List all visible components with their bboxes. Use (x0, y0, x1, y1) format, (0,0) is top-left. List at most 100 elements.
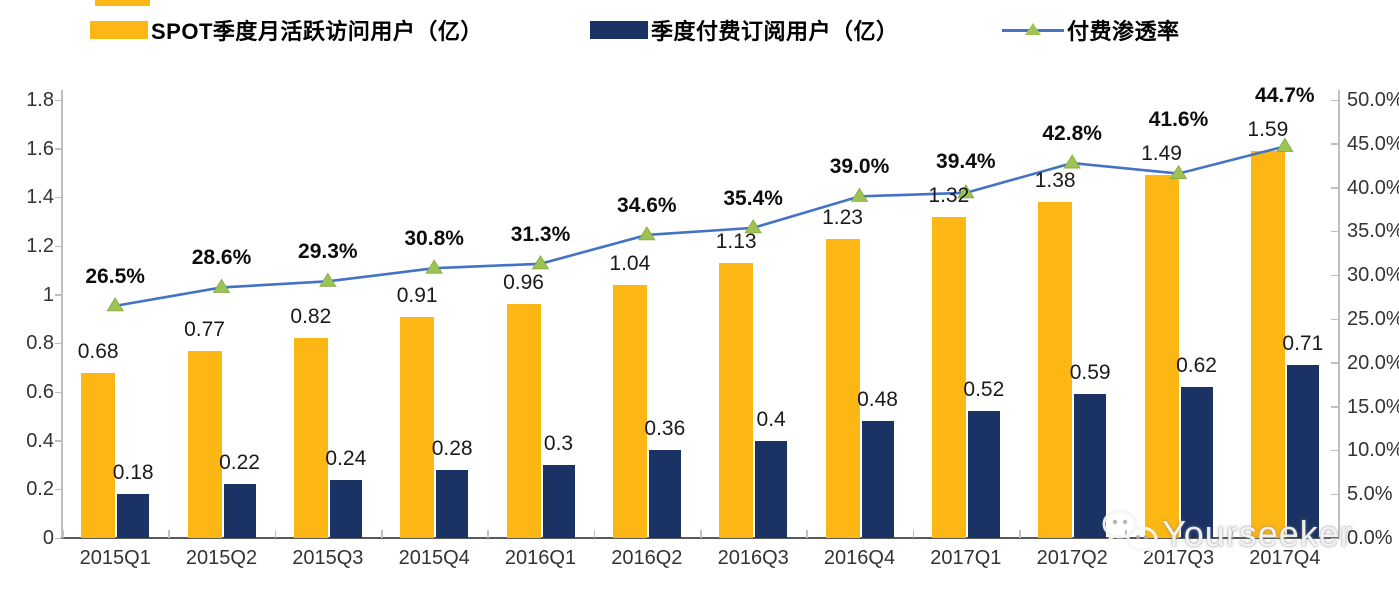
bar-value-label: 0.59 (1069, 361, 1111, 385)
y-axis-right-tick (1331, 449, 1338, 452)
y-tick-label-right: 25.0% (1347, 308, 1399, 330)
line-marker (1063, 154, 1081, 169)
y-axis-right-tick (1331, 406, 1338, 408)
bar-mau (506, 304, 541, 538)
x-axis-tick (1338, 530, 1340, 538)
bar-value-label: 0.22 (219, 451, 260, 475)
x-axis-tick (1019, 530, 1021, 538)
bar-value-label: 0.96 (503, 271, 544, 295)
x-tick-label: 2015Q2 (185, 547, 258, 569)
bar-subs (329, 479, 362, 538)
bar-value-label: 1.04 (609, 251, 651, 275)
y-tick-label-right: 20.0% (1347, 351, 1399, 374)
pct-label: 31.3% (510, 222, 571, 246)
y-axis-right-tick (1331, 537, 1338, 539)
x-axis-tick (168, 530, 170, 538)
bar-value-label: 0.24 (325, 446, 367, 470)
bar-value-label: 0.4 (756, 407, 786, 431)
bar-subs (861, 421, 894, 538)
bar-value-label: 1.32 (928, 183, 970, 207)
y-tick-label-right: 50.0% (1347, 89, 1399, 111)
y-tick-label-right: 45.0% (1347, 132, 1399, 155)
legend-item-penetration: 付费渗透率 (1002, 18, 1180, 44)
legend-label-penetration: 付费渗透率 (1067, 19, 1180, 44)
y-tick-label-left: 0.6 (26, 381, 54, 403)
y-tick-label-left: 1 (42, 283, 54, 306)
legend-swatch-partial (95, 0, 150, 6)
y-axis-right-line (1338, 90, 1340, 538)
bar-subs (648, 450, 681, 538)
bar-value-label: 0.48 (857, 388, 898, 412)
line-marker (850, 187, 869, 202)
pct-label: 39.4% (936, 149, 996, 173)
x-axis-line (61, 537, 1339, 539)
bar-subs (755, 440, 788, 538)
y-tick-label-left: 1.4 (26, 186, 54, 209)
x-axis-tick (912, 530, 915, 538)
bar-subs (1180, 387, 1213, 538)
bar-subs (436, 469, 469, 538)
bar-value-label: 0.91 (396, 283, 438, 307)
y-axis-left-line (61, 90, 63, 538)
y-tick-label-left: 1.8 (26, 89, 54, 111)
bar-value-label: 0.28 (431, 436, 473, 460)
bar-mau (81, 372, 116, 538)
y-axis-right-tick (1331, 493, 1338, 496)
bar-value-label: 0.18 (112, 461, 154, 485)
y-tick-label-right: 40.0% (1347, 176, 1399, 199)
y-tick-label-left: 0 (42, 527, 54, 549)
bar-mau (719, 263, 754, 538)
penetration-line (114, 145, 1286, 308)
legend-item-subs: 季度付费订阅用户（亿） (590, 18, 899, 44)
bar-value-label: 1.23 (822, 205, 863, 229)
pct-label: 35.4% (723, 186, 783, 210)
bar-value-label: 1.13 (715, 230, 757, 254)
x-axis-tick (700, 530, 702, 538)
legend-swatch-subs (590, 21, 648, 39)
bar-subs (542, 465, 575, 538)
legend-swatch-mau (90, 21, 148, 39)
line-marker (212, 278, 231, 293)
pct-label: 42.8% (1042, 122, 1102, 146)
line-marker (531, 255, 550, 270)
y-tick-label-right: 0.0% (1347, 527, 1393, 549)
y-axis-left-tick (55, 99, 62, 101)
bar-subs (967, 411, 1000, 538)
y-axis-right-tick (1331, 143, 1338, 145)
bar-value-label: 0.3 (543, 432, 574, 455)
y-axis-left-tick (55, 440, 62, 442)
line-marker (106, 297, 124, 312)
line-marker (425, 259, 443, 274)
triangle-marker-icon (1025, 23, 1041, 35)
y-axis-left-tick (55, 488, 62, 491)
y-axis-right-tick (1331, 274, 1338, 277)
x-tick-label: 2016Q2 (611, 547, 683, 569)
x-tick-label: 2016Q3 (717, 547, 789, 569)
pct-label: 29.3% (298, 240, 358, 264)
y-tick-label-left: 0.8 (26, 332, 54, 355)
pct-label: 30.8% (404, 227, 464, 251)
bar-subs (117, 494, 150, 538)
y-tick-label-right: 5.0% (1347, 483, 1393, 506)
y-axis-left-tick (55, 294, 62, 296)
y-axis-right-tick (1331, 99, 1338, 101)
x-axis-tick (381, 530, 383, 538)
bar-mau (400, 316, 435, 538)
legend-label-subs: 季度付费订阅用户（亿） (651, 19, 899, 44)
bar-value-label: 1.49 (1141, 142, 1182, 166)
bar-value-label: 0.36 (644, 417, 686, 441)
bar-value-label: 0.52 (963, 378, 1005, 402)
x-axis-tick (1125, 530, 1127, 538)
x-tick-label: 2017Q4 (1249, 547, 1321, 569)
bar-value-label: 0.62 (1176, 354, 1217, 378)
bar-value-label: 0.77 (184, 317, 225, 341)
x-tick-label: 2016Q1 (504, 547, 577, 569)
pct-label: 41.6% (1148, 108, 1209, 132)
y-axis-left-tick (55, 537, 62, 539)
x-tick-label: 2017Q2 (1036, 547, 1108, 569)
y-tick-label-right: 10.0% (1347, 439, 1399, 462)
y-tick-label-right: 30.0% (1347, 264, 1399, 287)
y-tick-label-left: 1.6 (26, 137, 54, 160)
y-tick-label-right: 15.0% (1347, 395, 1399, 418)
